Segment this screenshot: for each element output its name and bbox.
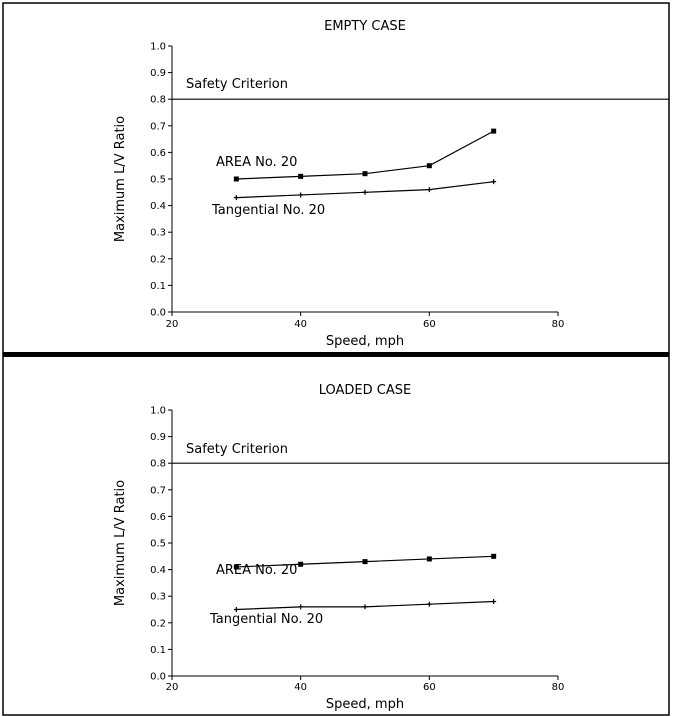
empty-y-tick-label: 0.7: [150, 121, 166, 132]
loaded-y-tick-label: 0.2: [150, 618, 166, 629]
loaded-series-area-point: [426, 556, 432, 562]
loaded-x-tick-label: 20: [166, 682, 179, 693]
loaded-y-tick-label: 0.1: [150, 645, 166, 656]
loaded-x-tick-label: 40: [294, 682, 307, 693]
empty-y-tick-label: 1.0: [150, 42, 166, 53]
empty-series-tangential-point: [491, 179, 497, 185]
empty-x-tick-label: 20: [166, 319, 179, 330]
loaded-series-tangential-point: [233, 607, 239, 612]
empty-series-area-point: [233, 176, 239, 182]
loaded-series-tangential-point: [298, 604, 304, 610]
loaded-y-tick-label: 0.9: [150, 432, 166, 443]
loaded-y-tick-label: 0.0: [150, 672, 166, 683]
empty-x-tick-label: 40: [294, 319, 307, 330]
empty-x-axis-title: Speed, mph: [326, 334, 404, 349]
loaded-series-tangential-point: [491, 599, 497, 605]
loaded-series-area-point: [491, 553, 497, 559]
empty-series-tangential-point: [233, 195, 239, 201]
empty-x-tick-label: 60: [423, 319, 436, 330]
empty-series-area-point: [298, 173, 304, 179]
empty-series-tangential-point: [362, 189, 368, 195]
loaded-series-tangential-point: [362, 604, 368, 610]
empty-y-tick-label: 0.1: [150, 281, 166, 292]
loaded-chart-title: LOADED CASE: [319, 383, 411, 398]
empty-x-tick-label: 80: [552, 319, 565, 330]
loaded-x-tick-label: 80: [552, 682, 565, 693]
empty-y-tick-label: 0.8: [150, 95, 166, 106]
loaded-series-area-point: [298, 561, 304, 567]
loaded-y-axis-title: Maximum L/V Ratio: [113, 480, 128, 606]
loaded-series-tangential-point: [426, 601, 432, 607]
loaded-series-area-label: AREA No. 20: [216, 563, 297, 578]
chart-panel-empty: EMPTY CASE 0.0 0.1 0.2 0.3 0.4 0.5 0.6 0.7 0.8 0.9…: [113, 19, 669, 349]
empty-safety-criterion-label: Safety Criterion: [186, 77, 288, 92]
chart-panel-loaded: LOADED CASE 0.0 0.1 0.2 0.3 0.4 0.5 0.6 0.7 0.8 0.…: [113, 383, 669, 712]
empty-y-tick-label: 0.5: [150, 175, 166, 186]
empty-series-area-point: [362, 171, 368, 177]
loaded-y-tick-label: 0.8: [150, 459, 166, 470]
empty-y-tick-label: 0.4: [150, 201, 166, 212]
empty-y-tick-label: 0.2: [150, 254, 166, 265]
empty-series-area-point: [426, 163, 432, 169]
empty-chart-title: EMPTY CASE: [324, 19, 406, 34]
loaded-x-tick-label: 60: [423, 682, 436, 693]
empty-y-tick-label: 0.9: [150, 68, 166, 79]
loaded-y-tick-label: 0.6: [150, 512, 166, 523]
loaded-x-axis-title: Speed, mph: [326, 697, 404, 712]
loaded-series-area-point: [362, 559, 368, 565]
empty-series-tangential-point: [426, 187, 432, 193]
loaded-y-tick-label: 0.7: [150, 485, 166, 496]
loaded-series-tangential-label: Tangential No. 20: [209, 612, 323, 627]
loaded-y-tick-label: 0.4: [150, 565, 166, 576]
empty-series-area-point: [491, 128, 497, 134]
loaded-y-tick-label: 0.5: [150, 539, 166, 550]
empty-series-tangential-point: [298, 192, 304, 198]
loaded-safety-criterion-label: Safety Criterion: [186, 442, 288, 457]
loaded-series-area-point: [233, 564, 239, 570]
panel-divider: [3, 352, 669, 357]
empty-y-tick-label: 0.0: [150, 308, 166, 319]
loaded-y-tick-label: 0.3: [150, 592, 166, 603]
empty-series-tangential-line: [236, 181, 494, 199]
loaded-y-tick-label: 1.0: [150, 406, 166, 417]
empty-y-axis-title: Maximum L/V Ratio: [113, 116, 128, 242]
empty-y-tick-label: 0.3: [150, 228, 166, 239]
empty-series-area-label: AREA No. 20: [216, 155, 297, 170]
empty-y-tick-label: 0.6: [150, 148, 166, 159]
empty-series-tangential-label: Tangential No. 20: [211, 203, 325, 218]
